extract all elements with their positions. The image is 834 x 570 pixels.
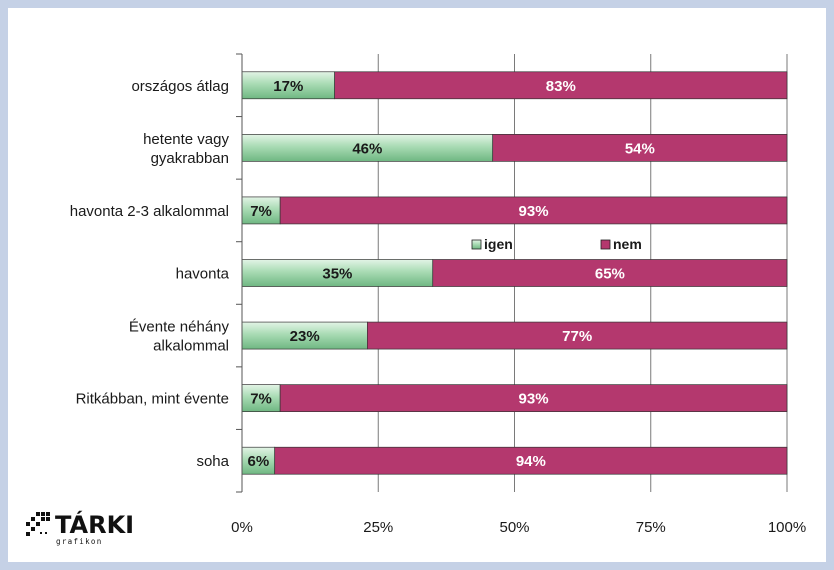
category-label: havonta 2-3 alkalommal [70, 203, 229, 220]
data-label-igen: 7% [250, 203, 272, 220]
bar-segment-nem [334, 71, 788, 100]
bar-segment-nem [274, 446, 788, 475]
data-label-nem: 65% [595, 266, 625, 283]
data-label-nem: 93% [519, 391, 549, 408]
bar-segment-nem [367, 321, 788, 350]
category-label: alkalommal [153, 338, 229, 355]
axes: 0% 25% 50% 75% 100% országos átlag hetente vag… [70, 53, 806, 536]
data-label-nem: 93% [519, 203, 549, 220]
data-label-igen: 23% [290, 328, 320, 345]
data-label-igen: 17% [273, 78, 303, 95]
legend-swatch-igen [471, 239, 482, 250]
legend-label-nem: nem [613, 236, 642, 252]
bars: 17% 83% 46% 54% 7% 93% 35% 65% 23% 77% 7% 93% 6% 94% [241, 71, 788, 475]
data-label-nem: 94% [516, 453, 546, 470]
bar-segment-nem [432, 259, 788, 287]
bar-segment-igen [241, 446, 276, 475]
category-label: Évente néhány [129, 319, 230, 336]
data-label-igen: 46% [352, 140, 382, 157]
bar-segment-igen [241, 134, 494, 162]
data-label-nem: 77% [562, 328, 592, 345]
bar-segment-nem [279, 196, 788, 225]
tarki-logo-mark [26, 512, 50, 536]
data-label-igen: 35% [322, 266, 352, 283]
x-tick-label: 75% [636, 519, 666, 536]
bar-segment-igen [241, 196, 281, 225]
x-tick-label: 0% [231, 519, 253, 536]
category-label: gyakrabban [151, 150, 229, 167]
data-label-igen: 7% [250, 391, 272, 408]
bar-segment-nem [279, 384, 788, 412]
x-tick-label: 25% [363, 519, 393, 536]
legend: igen nem [471, 236, 642, 252]
category-label: hetente vagy [143, 131, 229, 148]
category-label: soha [196, 453, 229, 470]
data-label-nem: 83% [546, 78, 576, 95]
legend-swatch-nem [600, 239, 611, 250]
category-label: havonta [176, 266, 230, 283]
tarki-logo-subtext: grafikon [56, 537, 103, 546]
x-tick-label: 100% [768, 519, 806, 536]
data-label-nem: 54% [625, 140, 655, 157]
category-label: országos átlag [131, 78, 229, 95]
category-label: Ritkábban, mint évente [76, 391, 229, 408]
data-label-igen: 6% [248, 453, 270, 470]
x-tick-label: 50% [499, 519, 529, 536]
tarki-logo: TÁRKI grafikon [26, 510, 134, 546]
logo-cutoff-mask [135, 505, 143, 550]
tarki-logo-text: TÁRKI [55, 510, 134, 539]
legend-label-igen: igen [484, 236, 513, 252]
bar-segment-nem [492, 134, 788, 162]
bar-segment-igen [241, 259, 434, 287]
bar-segment-igen [241, 321, 368, 350]
